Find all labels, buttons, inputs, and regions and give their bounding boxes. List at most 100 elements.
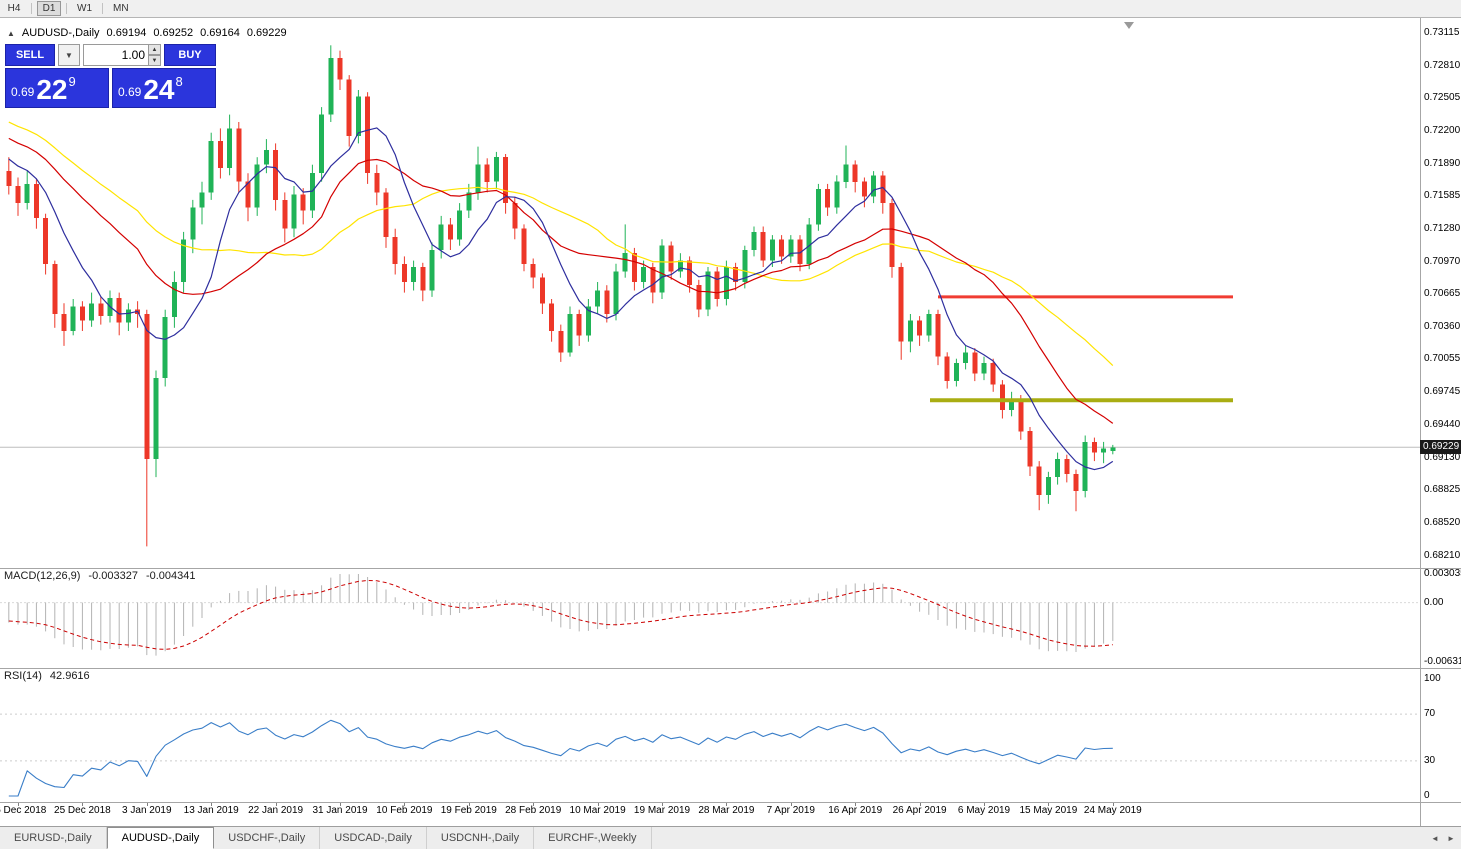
buy-price-display[interactable]: 0.69 24 8 — [112, 68, 216, 108]
sell-price-pips: 22 — [36, 74, 68, 105]
candle-bearish — [696, 285, 702, 310]
chart-tab-audusd-daily[interactable]: AUDUSD-,Daily — [106, 827, 215, 849]
chevron-down-icon: ▼ — [65, 50, 73, 60]
buy-price-prefix: 0.69 — [118, 85, 142, 99]
sell-price-display[interactable]: 0.69 22 9 — [5, 68, 109, 108]
rsi-panel-separator[interactable] — [0, 668, 1461, 669]
candle-bearish — [1036, 466, 1042, 496]
candle-bullish — [963, 352, 969, 363]
price-chart-canvas[interactable] — [0, 18, 1420, 568]
tabs-scroll-left-icon[interactable]: ◄ — [1431, 833, 1439, 843]
rsi-axis: 100 70 30 0 — [1421, 0, 1461, 849]
candle-bearish — [917, 320, 923, 336]
candle-bearish — [43, 218, 49, 264]
candle-bearish — [346, 79, 352, 136]
candle-bullish — [153, 377, 159, 459]
candle-bearish — [880, 175, 886, 203]
chart-tab-eurchf-weekly[interactable]: EURCHF-,Weekly — [534, 827, 652, 849]
macd-panel-canvas[interactable] — [0, 568, 1420, 668]
candle-bearish — [999, 384, 1005, 410]
price-axis-label: 0.70665 — [1424, 288, 1461, 300]
time-axis-label: 16 Dec 2018 — [0, 805, 47, 816]
timeframe-button-h4[interactable]: H4 — [7, 3, 21, 14]
candle-bullish — [263, 149, 269, 165]
candle-bullish — [70, 306, 76, 331]
time-axis-tick — [855, 802, 857, 806]
candle-bearish — [1018, 399, 1024, 432]
candle-bearish — [687, 260, 693, 286]
timeframe-button-w1[interactable]: W1 — [77, 3, 92, 14]
lot-decrease-button[interactable]: ▼ — [148, 55, 161, 66]
price-axis-label: 0.73115 — [1424, 27, 1460, 38]
chart-tab-eurusd-daily[interactable]: EURUSD-,Daily — [0, 827, 107, 849]
chart-tab-usdcnh-daily[interactable]: USDCNH-,Daily — [427, 827, 535, 849]
sell-button[interactable]: SELL — [5, 44, 55, 66]
candle-bearish — [972, 352, 978, 374]
candle-bullish — [309, 173, 315, 211]
lot-increase-button[interactable]: ▲ — [148, 44, 161, 55]
lot-size-input[interactable] — [83, 44, 148, 66]
time-axis-label: 16 Apr 2019 — [828, 805, 883, 816]
candle-bullish — [769, 239, 775, 261]
candle-bearish — [300, 194, 306, 211]
time-axis-tick — [533, 802, 535, 806]
candle-bullish — [622, 253, 628, 272]
tabs-scroll-right-icon[interactable]: ► — [1447, 833, 1455, 843]
chart-tab-usdchf-daily[interactable]: USDCHF-,Daily — [214, 827, 321, 849]
current-price-tag: 0.69229 — [1420, 440, 1461, 455]
time-axis-tick — [275, 802, 277, 806]
price-axis[interactable]: 0.73115 0.72810 0.72505 0.72200 0.71890 0.715… — [1421, 0, 1461, 849]
time-axis-label: 24 May 2019 — [1083, 805, 1142, 816]
time-axis-tick — [1048, 802, 1050, 806]
candle-bearish — [631, 253, 637, 282]
timeframe-button-mn[interactable]: MN — [113, 3, 129, 14]
candle-bullish — [466, 192, 472, 211]
candle-bullish — [834, 181, 840, 208]
candle-bearish — [144, 314, 150, 459]
candle-bearish — [898, 267, 904, 342]
candle-bearish — [420, 267, 426, 291]
candle-bearish — [217, 141, 223, 168]
sell-price-prefix: 0.69 — [11, 85, 35, 99]
candle-bullish — [751, 231, 757, 250]
price-axis-separator — [1420, 18, 1421, 826]
price-axis-label: 0.71585 — [1424, 190, 1461, 202]
trade-panel-prices: 0.69 22 9 0.69 24 8 — [5, 68, 216, 108]
time-axis-label: 22 Jan 2019 — [248, 805, 304, 816]
candle-bearish — [236, 128, 242, 182]
buy-button[interactable]: BUY — [164, 44, 216, 66]
chart-shift-marker-icon[interactable] — [1124, 22, 1134, 29]
rsi-line — [8, 719, 1113, 797]
candle-bearish — [521, 228, 527, 264]
rsi-axis-label: 100 — [1424, 673, 1441, 684]
time-axis[interactable]: 16 Dec 2018 25 Dec 2018 3 Jan 2019 13 Jan 2… — [0, 0, 1420, 849]
collapse-trade-panel-icon[interactable]: ▲ — [7, 28, 15, 38]
candle-bearish — [549, 303, 555, 331]
macd-panel-separator[interactable] — [0, 568, 1461, 569]
candle-bearish — [383, 192, 389, 238]
rsi-panel-canvas[interactable] — [0, 668, 1420, 803]
candle-bullish — [806, 224, 812, 264]
candle-bullish — [1055, 459, 1061, 478]
candle-bullish — [953, 363, 959, 382]
price-axis-label: 0.72505 — [1424, 92, 1461, 104]
candle-bullish — [89, 303, 95, 321]
candle-bullish — [705, 271, 711, 310]
price-axis-label: 0.71280 — [1424, 222, 1461, 234]
candle-bearish — [650, 267, 656, 293]
candle-bullish — [438, 224, 444, 250]
price-axis-label: 0.69130 — [1424, 451, 1461, 463]
candle-bearish — [512, 203, 518, 229]
timeframe-button-d1[interactable]: D1 — [37, 1, 61, 16]
candle-bearish — [604, 290, 610, 314]
candle-bearish — [401, 263, 407, 282]
candle-bearish — [852, 164, 858, 182]
price-axis-label: 0.72810 — [1424, 59, 1461, 71]
candle-bearish — [558, 331, 564, 353]
rsi-axis-label: 30 — [1424, 754, 1436, 766]
chart-tab-usdcad-daily[interactable]: USDCAD-,Daily — [320, 827, 427, 849]
chart-tabs: EURUSD-,Daily AUDUSD-,Daily USDCHF-,Daily U… — [0, 827, 652, 849]
order-options-dropdown[interactable]: ▼ — [58, 44, 80, 66]
candle-bearish — [392, 237, 398, 264]
